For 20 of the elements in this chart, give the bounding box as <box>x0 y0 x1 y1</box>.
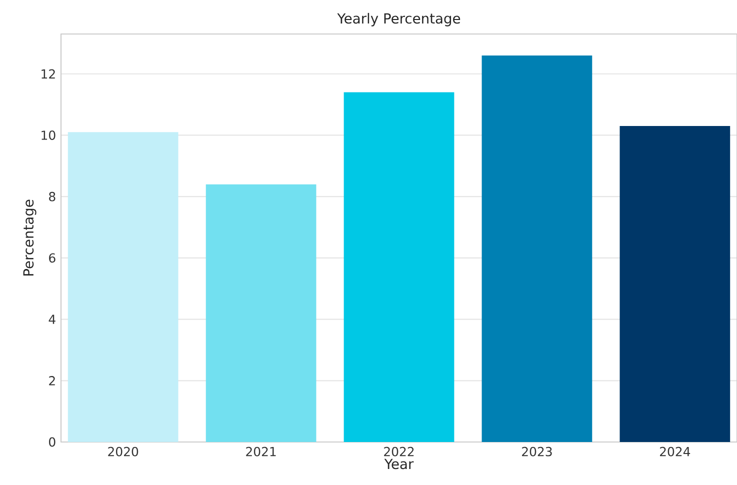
y-tick-label: 12 <box>42 69 55 78</box>
x-tick-label: 2024 <box>660 446 690 456</box>
bar <box>68 132 178 442</box>
chart-title: Yearly Percentage <box>337 12 460 26</box>
y-tick-label: 4 <box>48 314 56 324</box>
bar <box>344 92 454 442</box>
bar <box>482 55 592 442</box>
y-tick-label: 6 <box>49 253 56 263</box>
x-axis-title: Year <box>384 458 414 470</box>
x-tick-label: 2023 <box>522 446 552 456</box>
y-tick-label: 0 <box>49 437 56 447</box>
y-tick-label: 2 <box>49 376 55 386</box>
x-tick-label: 2020 <box>108 446 138 456</box>
y-axis-title: Percentage <box>23 200 36 276</box>
bar <box>620 126 730 442</box>
y-tick-label: 10 <box>42 130 56 140</box>
x-tick-label: 2022 <box>384 446 414 456</box>
x-tick-label: 2021 <box>246 446 276 456</box>
bar <box>206 184 316 442</box>
y-tick-label: 8 <box>49 192 56 202</box>
